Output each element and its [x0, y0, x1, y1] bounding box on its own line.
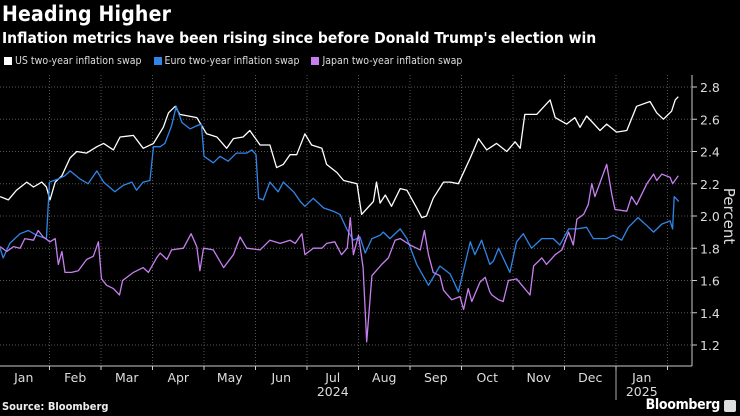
y-tick-label: 2.4	[700, 145, 720, 160]
bloomberg-logo: Bloomberg	[645, 397, 721, 413]
x-tick-label: Aug	[372, 370, 396, 385]
y-tick-label: 2.0	[700, 209, 720, 224]
series-line-japan	[0, 163, 679, 343]
x-tick-label: Jan	[13, 370, 33, 385]
legend-swatch-euro	[153, 57, 162, 65]
x-year-label: 2025	[626, 384, 658, 399]
legend-label-japan: Japan two-year inflation swap	[322, 55, 463, 67]
legend-swatch-us	[4, 57, 12, 65]
y-axis-title: Percent	[720, 188, 738, 245]
series-line-us	[0, 96, 679, 219]
legend-item-euro: Euro two-year inflation swap	[153, 55, 300, 67]
x-tick-label: May	[217, 370, 243, 385]
x-tick-label: Jun	[270, 370, 291, 385]
x-tick-label: Dec	[578, 370, 602, 385]
x-year-label: 2024	[317, 384, 349, 399]
legend: US two-year inflation swap Euro two-year…	[4, 55, 462, 67]
y-tick-label: 2.6	[700, 112, 720, 127]
x-tick-label: Jul	[324, 370, 340, 385]
x-tick-label: Nov	[527, 370, 552, 385]
legend-swatch-japan	[311, 57, 320, 65]
y-tick-label: 1.6	[700, 274, 720, 289]
legend-label-euro: Euro two-year inflation swap	[164, 55, 300, 67]
x-tick-label: Feb	[64, 370, 86, 385]
series-line-euro	[0, 105, 680, 293]
legend-label-us: US two-year inflation swap	[15, 55, 142, 67]
x-tick-label: Mar	[115, 370, 139, 385]
y-tick-label: 1.4	[700, 306, 720, 321]
x-tick-label: Jan	[631, 370, 651, 385]
chart-subtitle: Inflation metrics have been rising since…	[2, 29, 597, 47]
source-note: Source: Bloomberg	[2, 400, 109, 413]
y-tick-label: 2.2	[700, 177, 720, 192]
x-tick-label: Oct	[476, 370, 498, 385]
y-tick-label: 1.8	[700, 241, 720, 256]
y-tick-label: 2.8	[700, 80, 720, 95]
x-tick-label: Sep	[424, 370, 448, 385]
bloomberg-chart-icon	[724, 400, 736, 412]
legend-item-us: US two-year inflation swap	[4, 55, 142, 67]
legend-item-japan: Japan two-year inflation swap	[311, 55, 462, 67]
chart-title: Heading Higher	[2, 2, 172, 26]
x-tick-label: Apr	[167, 370, 189, 385]
y-tick-label: 1.2	[700, 338, 720, 353]
